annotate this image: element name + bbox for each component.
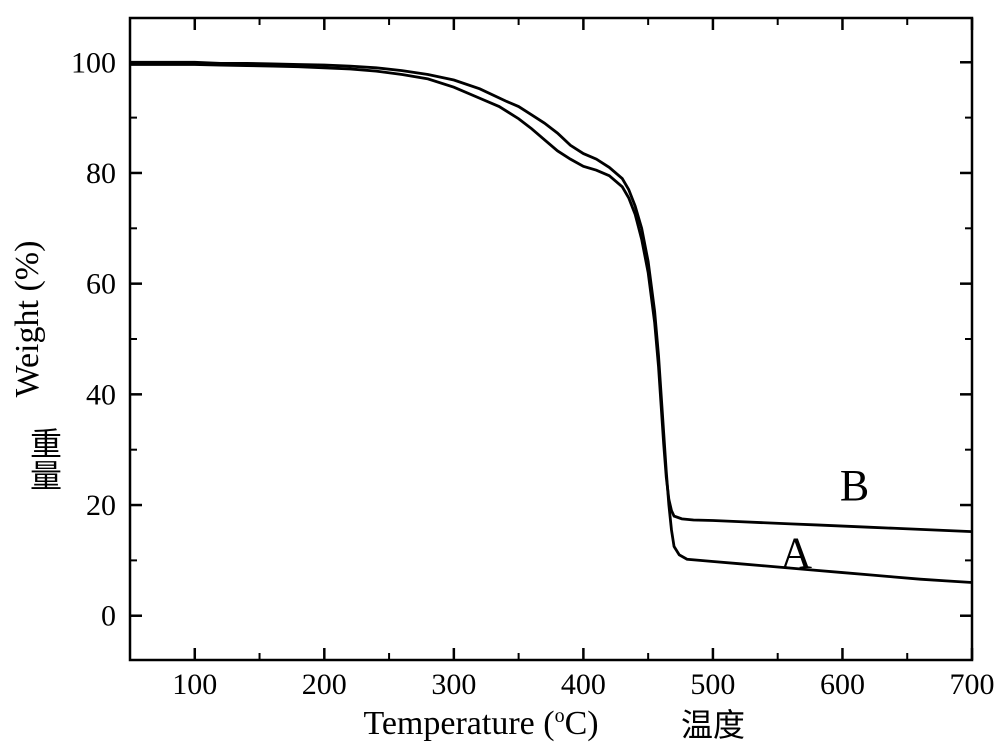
chart-svg: 100 200 300 400 500 600 700 0 20 40 60 80 100 BA Tempe… [0, 0, 1000, 754]
x-tick-label: 600 [820, 668, 865, 701]
x-tick-label: 300 [431, 668, 476, 701]
y-tick-label: 0 [101, 600, 116, 633]
y-tick-label: 80 [86, 157, 116, 190]
tga-chart: 100 200 300 400 500 600 700 0 20 40 60 80 100 BA Tempe… [0, 0, 1000, 754]
series-b-label: B [840, 461, 869, 510]
y-tick-label: 40 [86, 378, 116, 411]
y-tick-label: 60 [86, 268, 116, 301]
y-axis-label-en: Weight (%) [9, 241, 46, 398]
x-axis-label-cn: 温度 [681, 707, 745, 743]
x-axis-label-en: Temperature (oC) [363, 705, 598, 742]
x-tick-label: 700 [950, 668, 995, 701]
x-tick-label: 100 [172, 668, 217, 701]
x-tick-label: 200 [302, 668, 347, 701]
y-tick-label: 20 [86, 489, 116, 522]
y-tick-label: 100 [71, 46, 116, 79]
x-tick-label: 400 [561, 668, 606, 701]
x-tick-label: 500 [690, 668, 735, 701]
y-axis-label-cn: 重量 [26, 427, 62, 491]
series-a-label: A [780, 528, 812, 577]
